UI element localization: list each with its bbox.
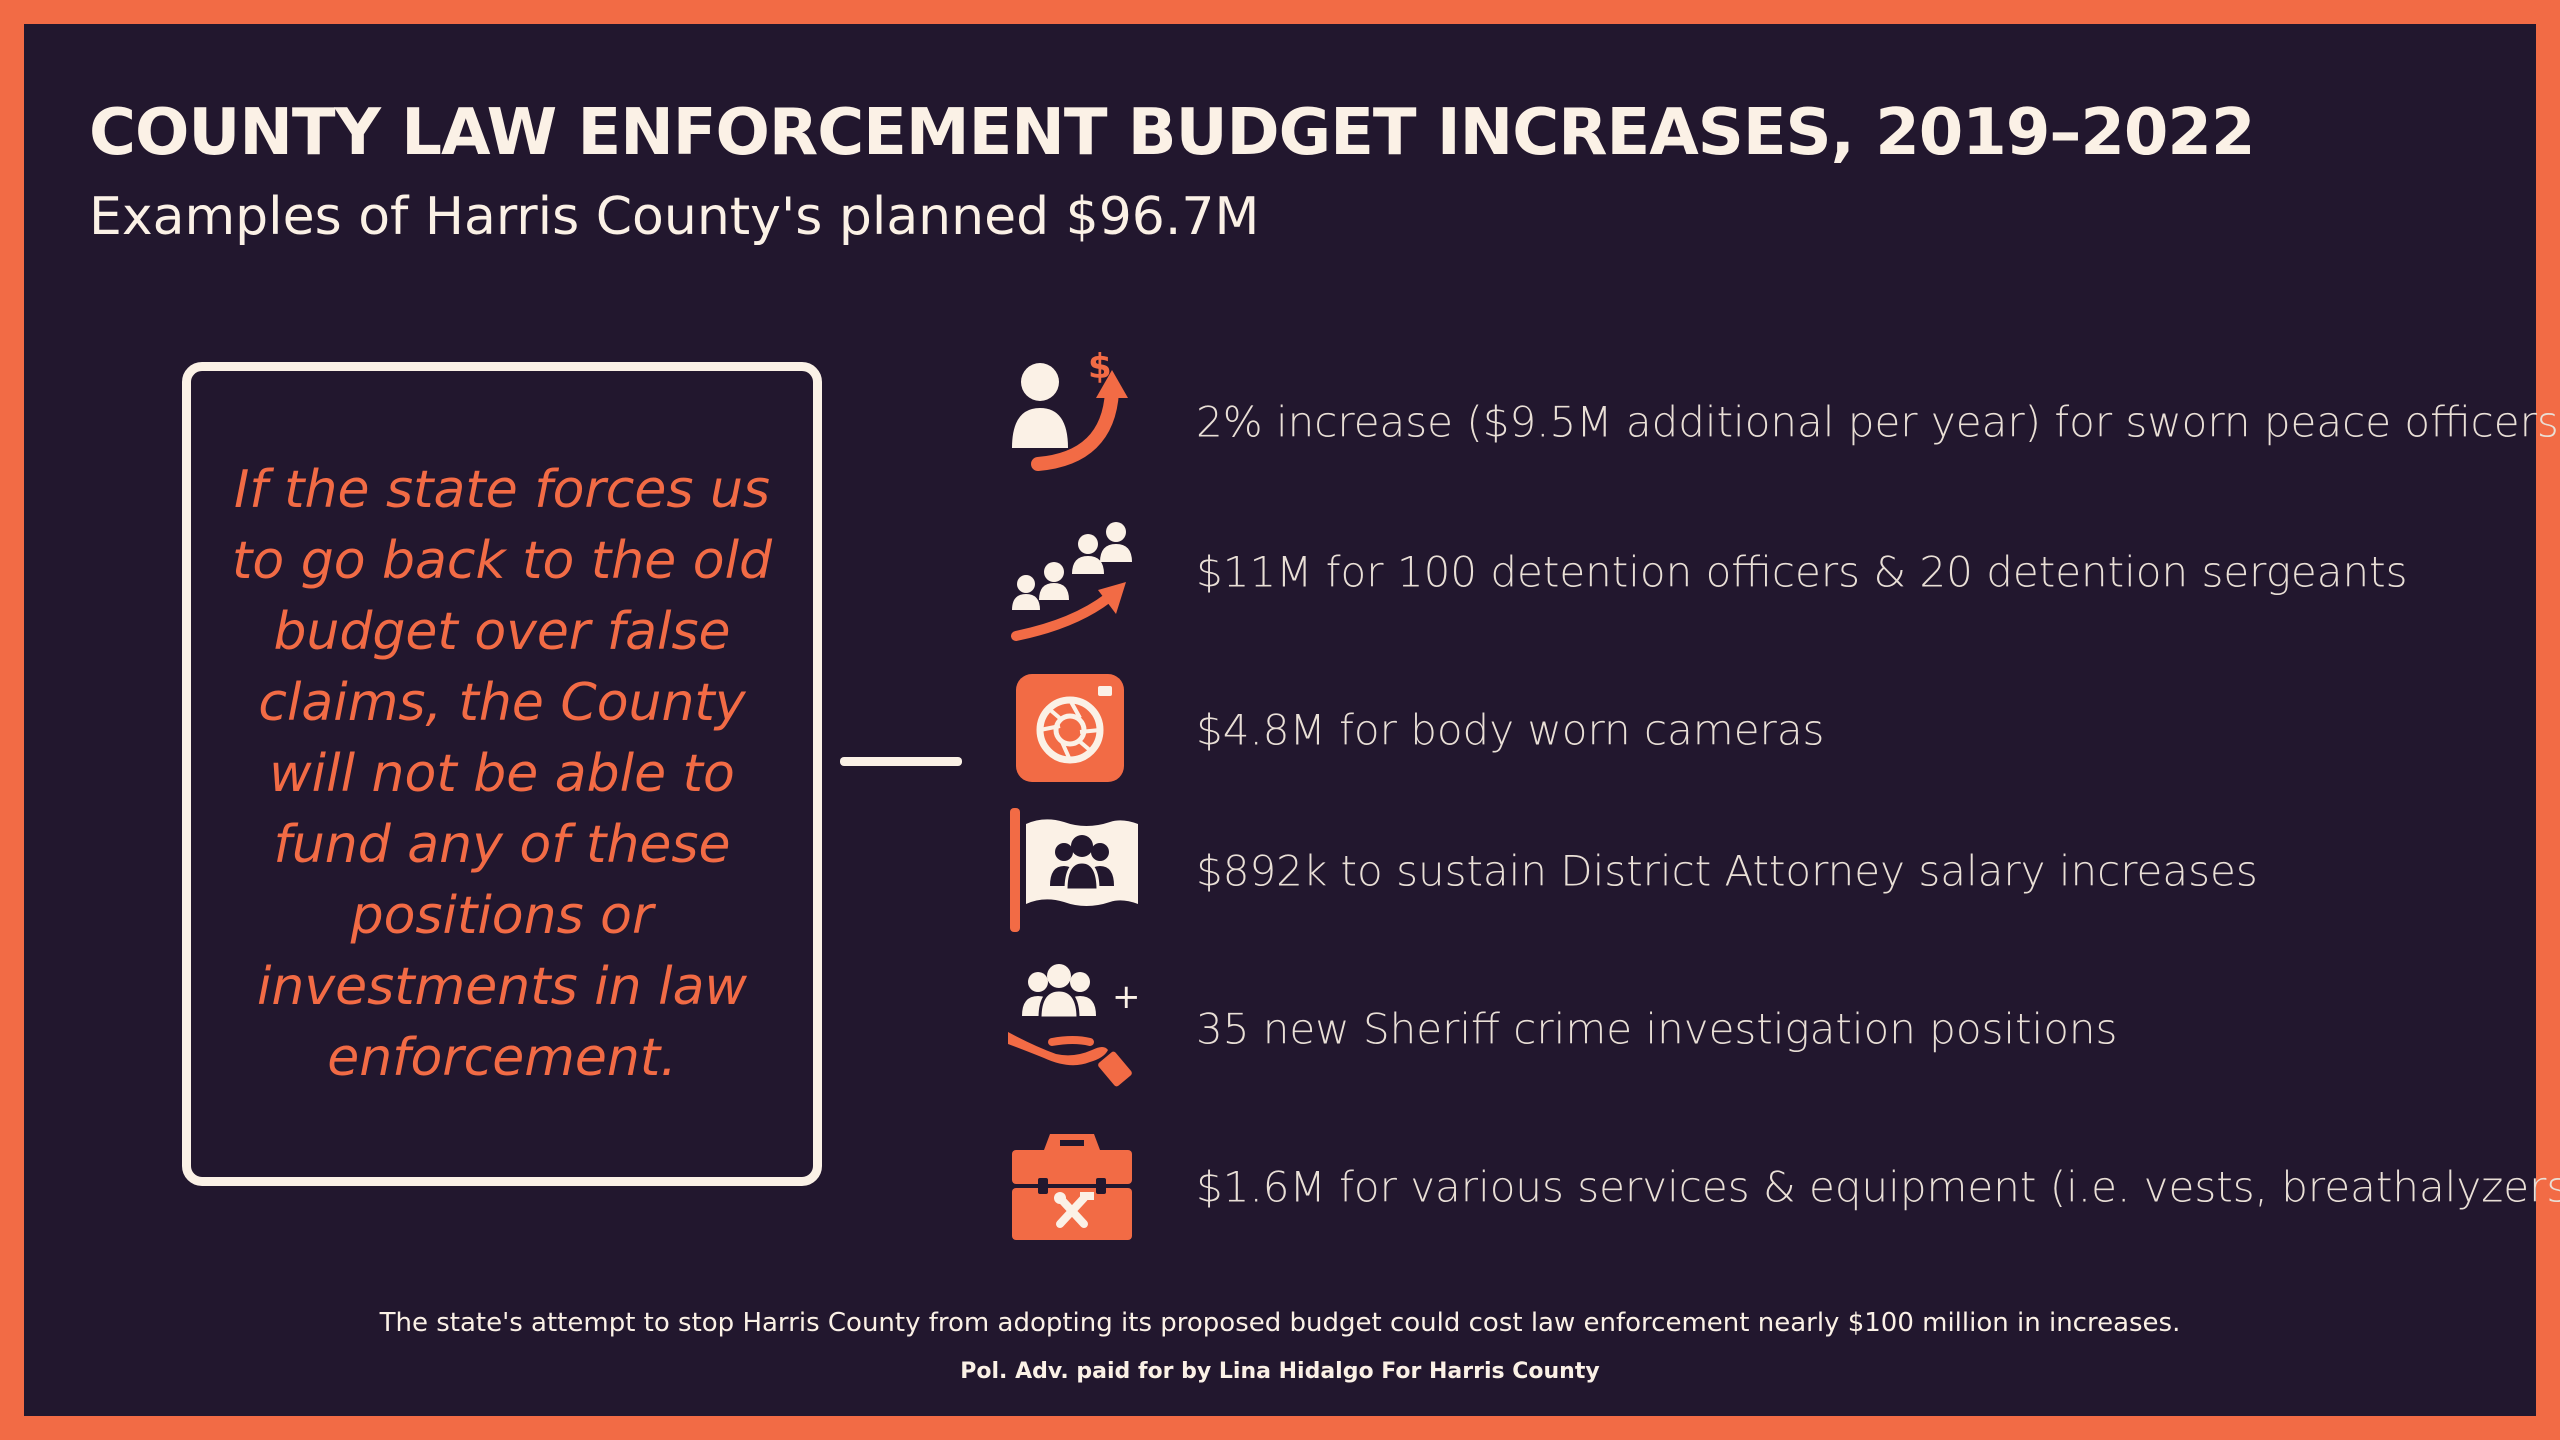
footer-note: The state's attempt to stop Harris Count… xyxy=(379,1308,2181,1338)
toolbox-icon xyxy=(1012,1134,1132,1240)
connector-line xyxy=(840,757,962,766)
quote-text: If the state forces us to go back to the… xyxy=(231,459,773,1088)
item-text: $11M for 100 detention officers & 20 det… xyxy=(1196,547,2408,597)
item-text: 35 new Sheriff crime investigation posit… xyxy=(1196,1004,2118,1054)
page-subtitle: Examples of Harris County's planned $96.… xyxy=(89,187,1260,247)
camera-icon xyxy=(1016,674,1124,782)
svg-text:$: $ xyxy=(1088,347,1112,387)
infographic-frame: COUNTY LAW ENFORCEMENT BUDGET INCREASES,… xyxy=(24,24,2560,1416)
svg-text:+: + xyxy=(1112,977,1140,1017)
item-text: $1.6M for various services & equipment (… xyxy=(1196,1162,2560,1212)
quote-box: If the state forces us to go back to the… xyxy=(182,362,822,1186)
officer-salary-increase-icon: $ xyxy=(1012,347,1128,471)
footer-credit: Pol. Adv. paid for by Lina Hidalgo For H… xyxy=(960,1359,1600,1384)
page-title: COUNTY LAW ENFORCEMENT BUDGET INCREASES,… xyxy=(89,96,2255,170)
team-flag-icon xyxy=(1010,808,1138,932)
staff-growth-icon xyxy=(1011,522,1132,641)
item-text: $4.8M for body worn cameras xyxy=(1196,705,1825,755)
item-text: $892k to sustain District Attorney salar… xyxy=(1196,846,2258,896)
item-text: 2% increase ($9.5M additional per year) … xyxy=(1196,397,2559,447)
add-people-hand-icon: + xyxy=(1008,964,1140,1087)
